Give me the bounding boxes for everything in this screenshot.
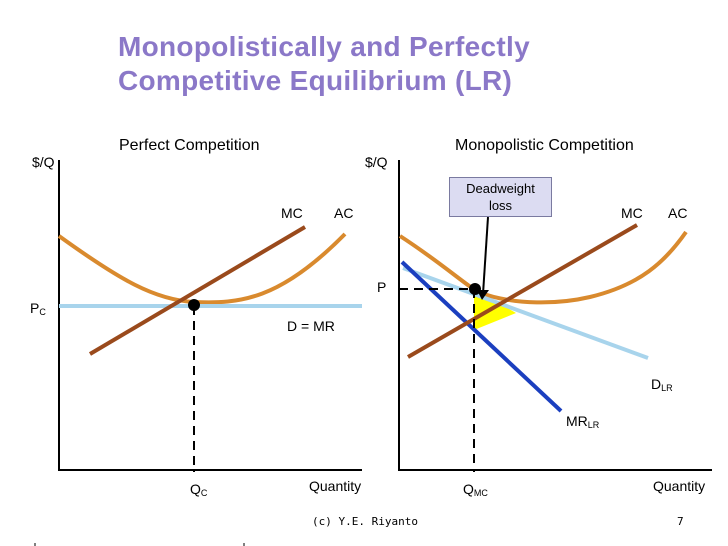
right-mc-label: MC [621,205,643,221]
left-mc-curve [88,225,307,356]
right-mr-line [400,260,563,413]
callout-line-2: loss [488,198,513,213]
right-x-axis-label: Quantity [653,478,706,494]
right-panel-title: Monopolistic Competition [455,137,634,154]
right-panel-graph [398,160,712,472]
right-mc-curve [407,223,638,359]
right-demand-line [402,266,649,360]
title-line-1: Monopolistically and Perfectly [118,31,530,62]
footer-credit: (c) Y.E. Riyanto [312,515,418,528]
right-demand-letter: D [651,376,662,392]
right-equilibrium-point [469,283,481,295]
right-demand-subscript: LR [661,383,673,393]
right-ac-curve [398,230,688,305]
left-price-subscript: C [39,307,46,317]
left-demand-label: D = MR [287,318,335,334]
callout-pointer-line [482,216,489,295]
left-quantity-letter: Q [190,481,201,497]
right-mr-subscript: LR [587,420,600,430]
right-price-label: P [377,279,387,295]
right-mr-letters: MR [566,413,588,429]
left-mc-label: MC [281,205,303,221]
slide-title: Monopolistically and Perfectly Competiti… [118,30,718,98]
title-line-2: Competitive Equilibrium (LR) [118,65,513,96]
left-panel-graph [57,160,362,472]
left-price-label: PC [30,300,46,317]
callout-arrowhead [477,290,489,300]
left-equilibrium-point [188,299,200,311]
right-y-axis-label: $/Q [365,154,388,170]
page-number: 7 [677,515,684,528]
right-quantity-letter: Q [463,481,474,497]
left-quantity-subscript: C [200,488,208,498]
left-price-letter: P [30,300,40,316]
right-quantity-label: QMC [463,481,488,498]
callout-line-1: Deadweight [466,181,535,196]
right-mr-label: MRLR [566,413,599,430]
left-quantity-label: QC [190,481,207,498]
deadweight-loss-callout: Deadweight loss [449,177,552,217]
left-ac-curve [57,232,347,305]
right-demand-label: DLR [651,376,673,393]
left-ac-label: AC [334,205,354,221]
right-ac-label: AC [668,205,688,221]
right-quantity-subscript: MC [473,488,488,498]
left-x-axis-label: Quantity [309,478,362,494]
left-y-axis-label: $/Q [32,154,55,170]
left-panel-title: Perfect Competition [119,137,260,154]
